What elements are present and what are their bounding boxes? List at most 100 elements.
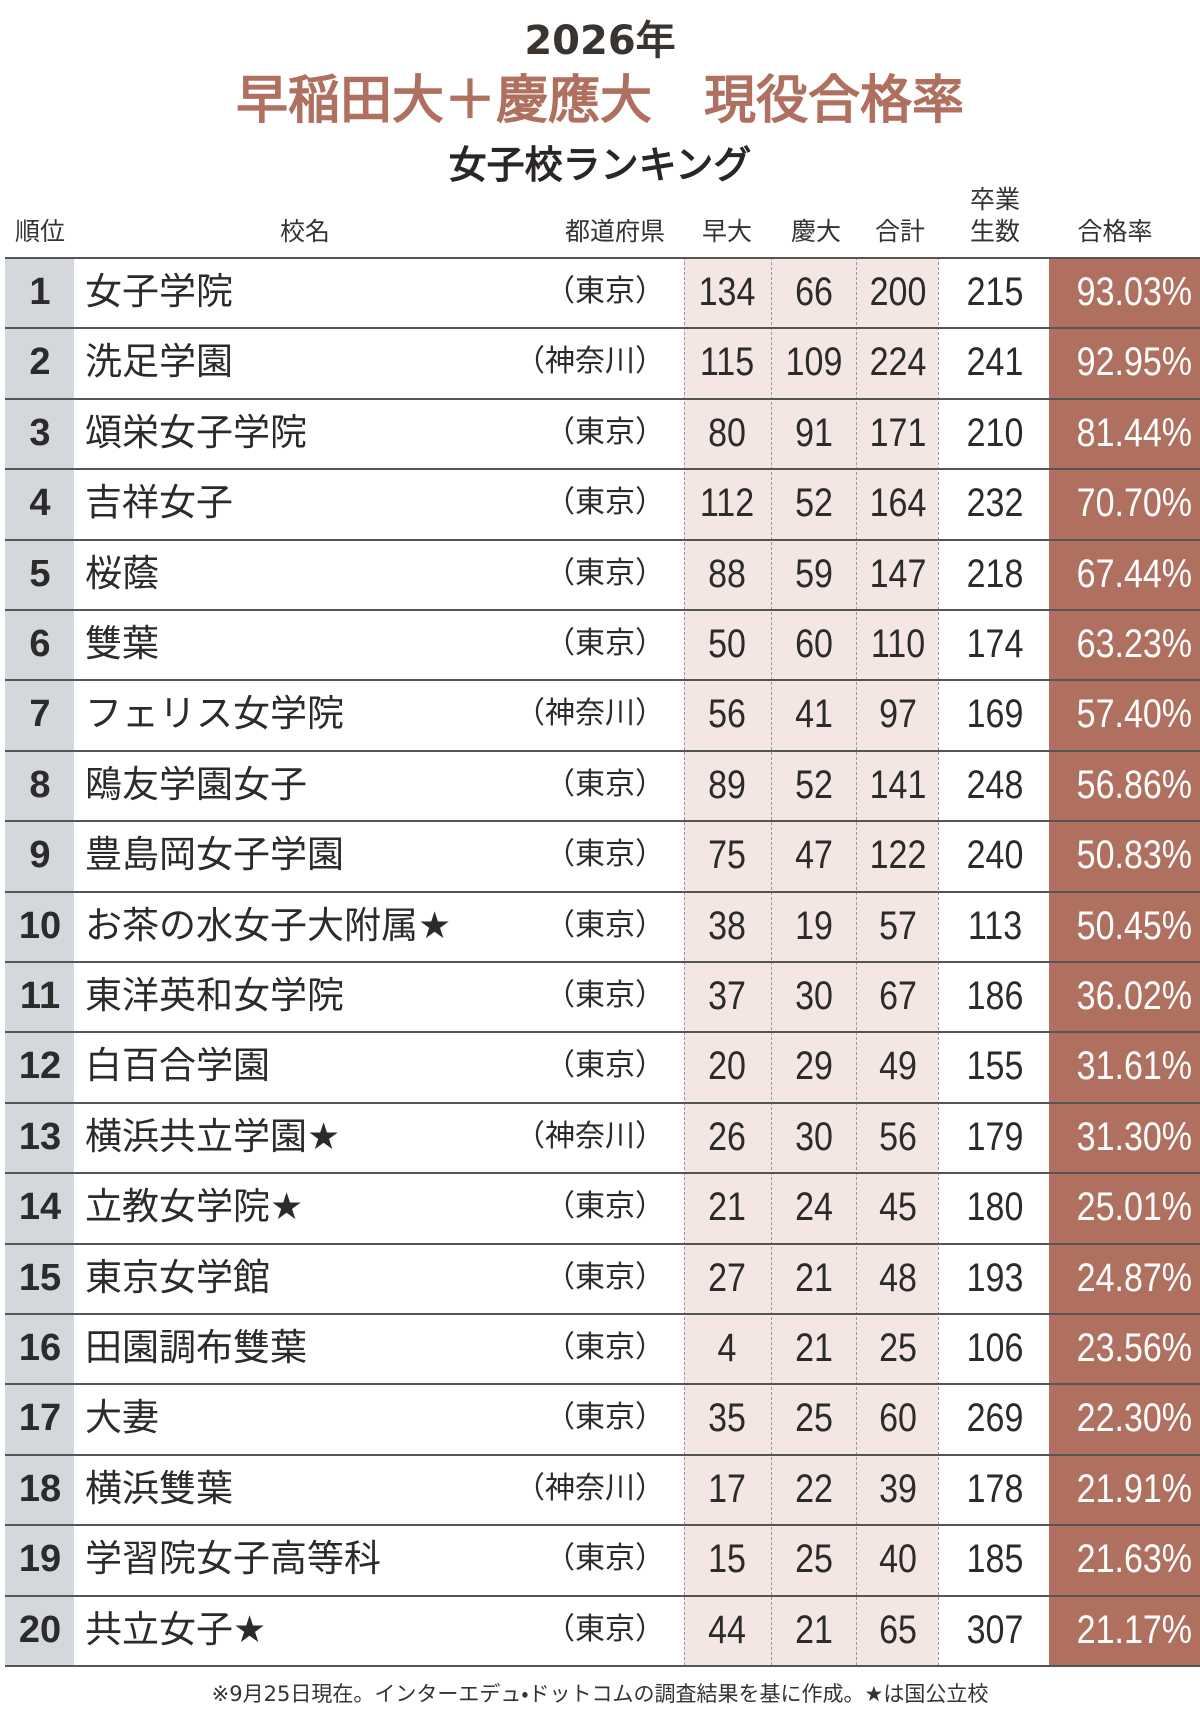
graduates: 179 <box>966 1114 1024 1159</box>
total: 171 <box>869 410 927 455</box>
total: 45 <box>879 1185 917 1230</box>
pass-rate: 81.44% <box>1076 410 1192 455</box>
pass-rate: 57.40% <box>1076 692 1192 737</box>
waseda: 35 <box>708 1396 746 1441</box>
pass-rate: 70.70% <box>1076 481 1192 526</box>
prefecture: （東京） <box>545 1611 665 1647</box>
graduates: 113 <box>967 903 1023 948</box>
keio: 30 <box>795 974 833 1018</box>
waseda: 134 <box>698 270 756 314</box>
row-line <box>5 679 1200 682</box>
header-cell: 合格率 <box>1077 217 1153 246</box>
header-cell: 順位 <box>14 217 65 246</box>
rank: 2 <box>29 341 51 384</box>
header-cell: 慶大 <box>790 217 841 246</box>
pass-rate: 67.44% <box>1076 551 1192 596</box>
row-line <box>5 1383 1200 1386</box>
keio: 21 <box>795 1326 833 1370</box>
keio: 52 <box>795 762 833 807</box>
school-name: お茶の水女子大附属★ <box>85 903 452 947</box>
rank: 18 <box>18 1467 62 1510</box>
pass-rate: 25.01% <box>1076 1185 1192 1230</box>
school-name: 鴎友学園女子 <box>85 762 307 806</box>
total: 224 <box>869 340 927 385</box>
school-name: 共立女子★ <box>85 1607 267 1651</box>
row-line <box>5 1665 1200 1667</box>
prefecture: （東京） <box>545 1330 665 1365</box>
pass-rate: 21.63% <box>1076 1537 1192 1582</box>
prefecture: （神奈川） <box>515 1118 665 1154</box>
keio: 91 <box>795 410 833 455</box>
pass-rate: 31.61% <box>1076 1044 1192 1089</box>
school-name: 学習院女子高等科 <box>85 1537 381 1581</box>
graduates: 174 <box>966 622 1024 666</box>
waseda: 17 <box>708 1466 746 1511</box>
prefecture: （東京） <box>545 1048 665 1084</box>
prefecture: （神奈川） <box>515 696 665 732</box>
graduates: 186 <box>966 974 1024 1018</box>
school-name: 豊島岡女子学園 <box>85 833 344 877</box>
total: 57 <box>879 903 917 948</box>
graduates: 215 <box>966 270 1024 314</box>
keio: 21 <box>795 1607 833 1652</box>
rank: 16 <box>18 1327 62 1369</box>
header-cell: 合計 <box>874 217 925 246</box>
rank: 14 <box>18 1186 62 1229</box>
total: 25 <box>879 1326 917 1370</box>
total: 39 <box>879 1466 917 1511</box>
school-name: 横浜共立学園★ <box>85 1114 341 1158</box>
school-name: 立教女学院★ <box>85 1185 304 1229</box>
graduates: 269 <box>966 1396 1024 1441</box>
school-name: 頌栄女子学院 <box>85 410 307 454</box>
keio: 59 <box>795 551 833 596</box>
total: 49 <box>879 1044 917 1089</box>
waseda: 44 <box>708 1607 746 1652</box>
prefecture: （東京） <box>545 1189 665 1225</box>
pass-rate: 24.87% <box>1076 1255 1192 1300</box>
rank: 20 <box>18 1608 62 1651</box>
footnote: ※9月25日現在。インターエデュ・ドットコムの調査結果を基に作成。★は国公立校 <box>211 1682 989 1706</box>
waseda: 75 <box>708 833 746 878</box>
keio: 47 <box>795 833 833 878</box>
school-name: 大妻 <box>85 1396 159 1440</box>
waseda: 80 <box>708 410 746 455</box>
prefecture: （東京） <box>545 1400 665 1436</box>
rank: 3 <box>29 411 51 454</box>
pass-rate: 22.30% <box>1076 1396 1192 1441</box>
total: 141 <box>869 762 927 807</box>
graduates: 248 <box>966 762 1024 807</box>
total: 48 <box>879 1255 917 1300</box>
school-name: 東京女学館 <box>85 1255 270 1299</box>
total: 110 <box>870 622 926 666</box>
title: 早稲田大＋慶應大 現役合格率 <box>235 71 964 131</box>
total: 122 <box>869 833 927 878</box>
pass-rate: 31.30% <box>1076 1114 1192 1159</box>
row-line <box>5 327 1200 330</box>
waseda: 26 <box>708 1114 746 1159</box>
waseda: 88 <box>708 551 746 596</box>
pass-rate: 93.03% <box>1076 270 1192 314</box>
prefecture: （東京） <box>545 1541 665 1577</box>
waseda: 89 <box>708 762 746 807</box>
waseda: 21 <box>708 1185 746 1230</box>
keio: 25 <box>795 1396 833 1441</box>
pass-rate: 21.17% <box>1076 1607 1192 1652</box>
waseda: 15 <box>708 1537 746 1582</box>
row-line <box>5 1594 1200 1597</box>
row-line <box>5 257 1200 259</box>
keio: 21 <box>795 1255 833 1300</box>
row-line <box>5 1242 1200 1245</box>
total: 60 <box>879 1396 917 1441</box>
pass-rate: 50.45% <box>1076 903 1192 948</box>
total: 40 <box>879 1537 917 1582</box>
year: 2026年 <box>524 18 676 64</box>
row-line <box>5 538 1200 541</box>
rank: 11 <box>19 975 61 1017</box>
total: 56 <box>879 1114 917 1159</box>
rank: 4 <box>29 482 51 525</box>
graduates: 178 <box>966 1466 1024 1511</box>
rank: 1 <box>29 271 51 313</box>
prefecture: （東京） <box>545 414 665 450</box>
rank: 7 <box>29 693 51 736</box>
row-line <box>5 749 1200 752</box>
